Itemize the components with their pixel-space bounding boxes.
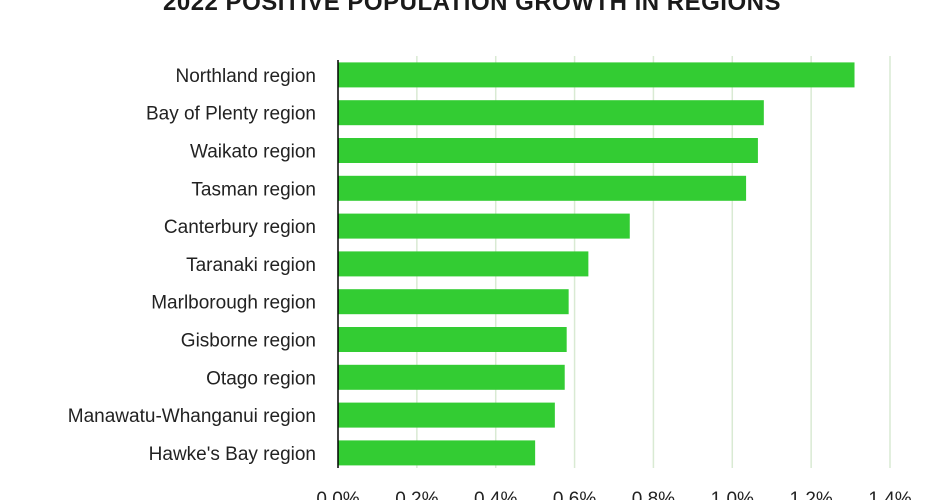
bar — [338, 175, 747, 201]
bar — [338, 402, 555, 428]
bar — [338, 251, 589, 277]
category-label: Marlborough region — [151, 293, 316, 314]
bar — [338, 327, 567, 352]
bar — [338, 138, 758, 163]
bar — [338, 440, 536, 466]
x-tick-label: 0.8% — [632, 489, 675, 500]
x-tick-label: 1.4% — [868, 489, 911, 500]
category-label: Hawke's Bay region — [149, 444, 316, 465]
x-tick-label: 0.0% — [316, 489, 359, 500]
category-label: Tasman region — [191, 179, 316, 200]
x-tick-label: 0.4% — [474, 489, 517, 500]
bar — [338, 100, 764, 126]
category-label: Gisborne region — [181, 331, 316, 352]
category-label: Otago region — [206, 368, 316, 389]
bar — [338, 62, 855, 88]
bar — [338, 289, 569, 315]
category-label: Bay of Plenty region — [146, 104, 316, 125]
bar — [338, 364, 565, 390]
category-label: Canterbury region — [164, 217, 316, 238]
x-tick-label: 1.2% — [789, 489, 832, 500]
chart-title: 2022 POSITIVE POPULATION GROWTH IN REGIO… — [163, 0, 781, 16]
x-tick-label: 0.2% — [395, 489, 438, 500]
category-label: Northland region — [176, 66, 316, 87]
bar — [338, 213, 630, 239]
x-tick-label: 0.6% — [553, 489, 596, 500]
category-label: Waikato region — [190, 142, 316, 163]
category-label: Manawatu-Whanganui region — [68, 406, 316, 427]
x-tick-label: 1.0% — [711, 489, 754, 500]
category-label: Taranaki region — [186, 255, 316, 276]
